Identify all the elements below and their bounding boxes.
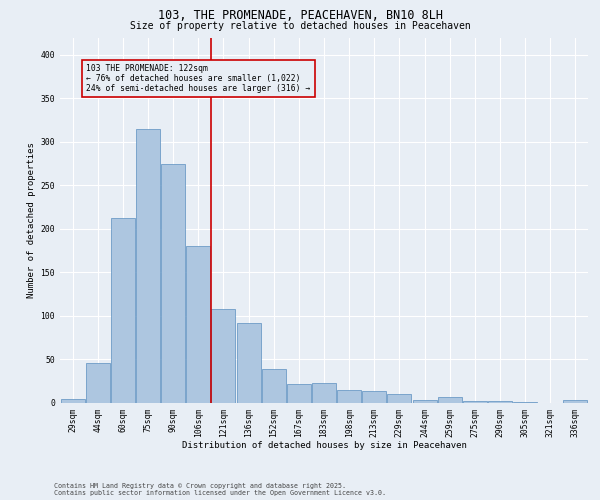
Bar xyxy=(337,390,361,402)
Bar xyxy=(438,398,461,402)
Bar xyxy=(312,384,336,402)
Bar xyxy=(136,128,160,402)
Text: Contains HM Land Registry data © Crown copyright and database right 2025.: Contains HM Land Registry data © Crown c… xyxy=(54,483,346,489)
Bar xyxy=(262,368,286,402)
X-axis label: Distribution of detached houses by size in Peacehaven: Distribution of detached houses by size … xyxy=(182,441,466,450)
Bar xyxy=(388,394,412,402)
Text: 103, THE PROMENADE, PEACEHAVEN, BN10 8LH: 103, THE PROMENADE, PEACEHAVEN, BN10 8LH xyxy=(157,9,443,22)
Bar xyxy=(488,401,512,402)
Bar xyxy=(463,401,487,402)
Text: Contains public sector information licensed under the Open Government Licence v3: Contains public sector information licen… xyxy=(54,490,386,496)
Bar xyxy=(413,400,437,402)
Bar xyxy=(61,399,85,402)
Text: Size of property relative to detached houses in Peacehaven: Size of property relative to detached ho… xyxy=(130,21,470,31)
Bar xyxy=(211,308,235,402)
Bar xyxy=(287,384,311,402)
Bar xyxy=(111,218,135,402)
Text: 103 THE PROMENADE: 122sqm
← 76% of detached houses are smaller (1,022)
24% of se: 103 THE PROMENADE: 122sqm ← 76% of detac… xyxy=(86,64,311,94)
Y-axis label: Number of detached properties: Number of detached properties xyxy=(28,142,37,298)
Bar xyxy=(236,324,260,402)
Bar xyxy=(86,364,110,403)
Bar xyxy=(187,246,210,402)
Bar xyxy=(362,391,386,402)
Bar xyxy=(563,400,587,402)
Bar xyxy=(161,164,185,402)
